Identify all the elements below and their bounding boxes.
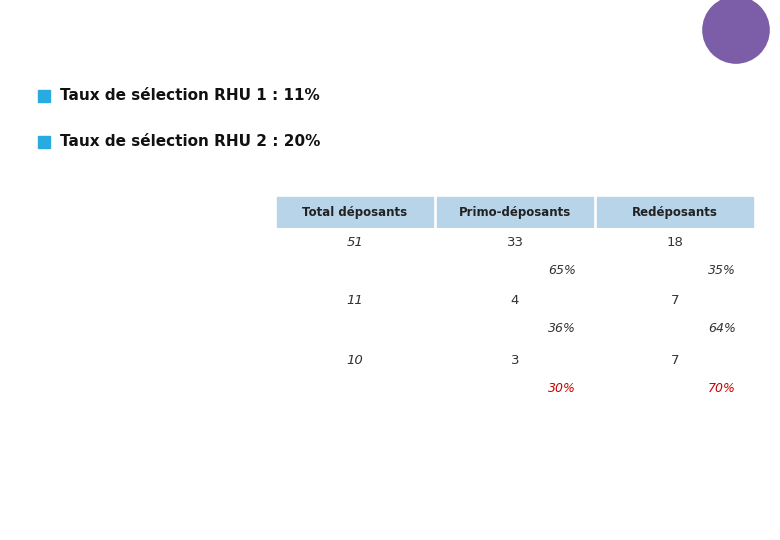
Text: Déposés: Déposés (178, 249, 237, 262)
Text: Taux de sélection RHU 1 : 11%: Taux de sélection RHU 1 : 11% (60, 89, 320, 104)
Text: 7: 7 (671, 354, 679, 367)
Bar (437, 197, 593, 227)
Text: Redéposants: Redéposants (632, 206, 718, 219)
Text: 7: 7 (671, 294, 679, 307)
Text: 4: 4 (511, 294, 519, 307)
Text: 33: 33 (506, 235, 523, 248)
Text: 64%: 64% (708, 322, 736, 335)
Text: 30%: 30% (548, 381, 576, 395)
Text: Taux de sélection RHU 2 : 20%: Taux de sélection RHU 2 : 20% (60, 134, 321, 150)
Text: 10: 10 (346, 354, 363, 367)
Bar (38, 136, 50, 148)
Text: Lauréats: Lauréats (176, 368, 239, 381)
Text: 🧪: 🧪 (729, 20, 743, 40)
Bar (277, 197, 433, 227)
Text: 18: 18 (667, 235, 683, 248)
Text: 11: 11 (346, 294, 363, 307)
Text: 3: 3 (511, 354, 519, 367)
Circle shape (703, 0, 769, 63)
Text: Auditionnés: Auditionnés (165, 308, 250, 321)
Text: Total déposants: Total déposants (303, 206, 408, 219)
Bar (38, 90, 50, 102)
Text: 70%: 70% (708, 381, 736, 395)
Text: 51: 51 (346, 235, 363, 248)
Text: Primo-déposants: Primo-déposants (459, 206, 571, 219)
Bar (597, 197, 753, 227)
Text: 65%: 65% (548, 264, 576, 276)
Text: 36%: 36% (548, 322, 576, 335)
Text: Courbe d’apprentissage RHU1 vs. RHU2: Courbe d’apprentissage RHU1 vs. RHU2 (15, 19, 483, 39)
Text: 35%: 35% (708, 264, 736, 276)
